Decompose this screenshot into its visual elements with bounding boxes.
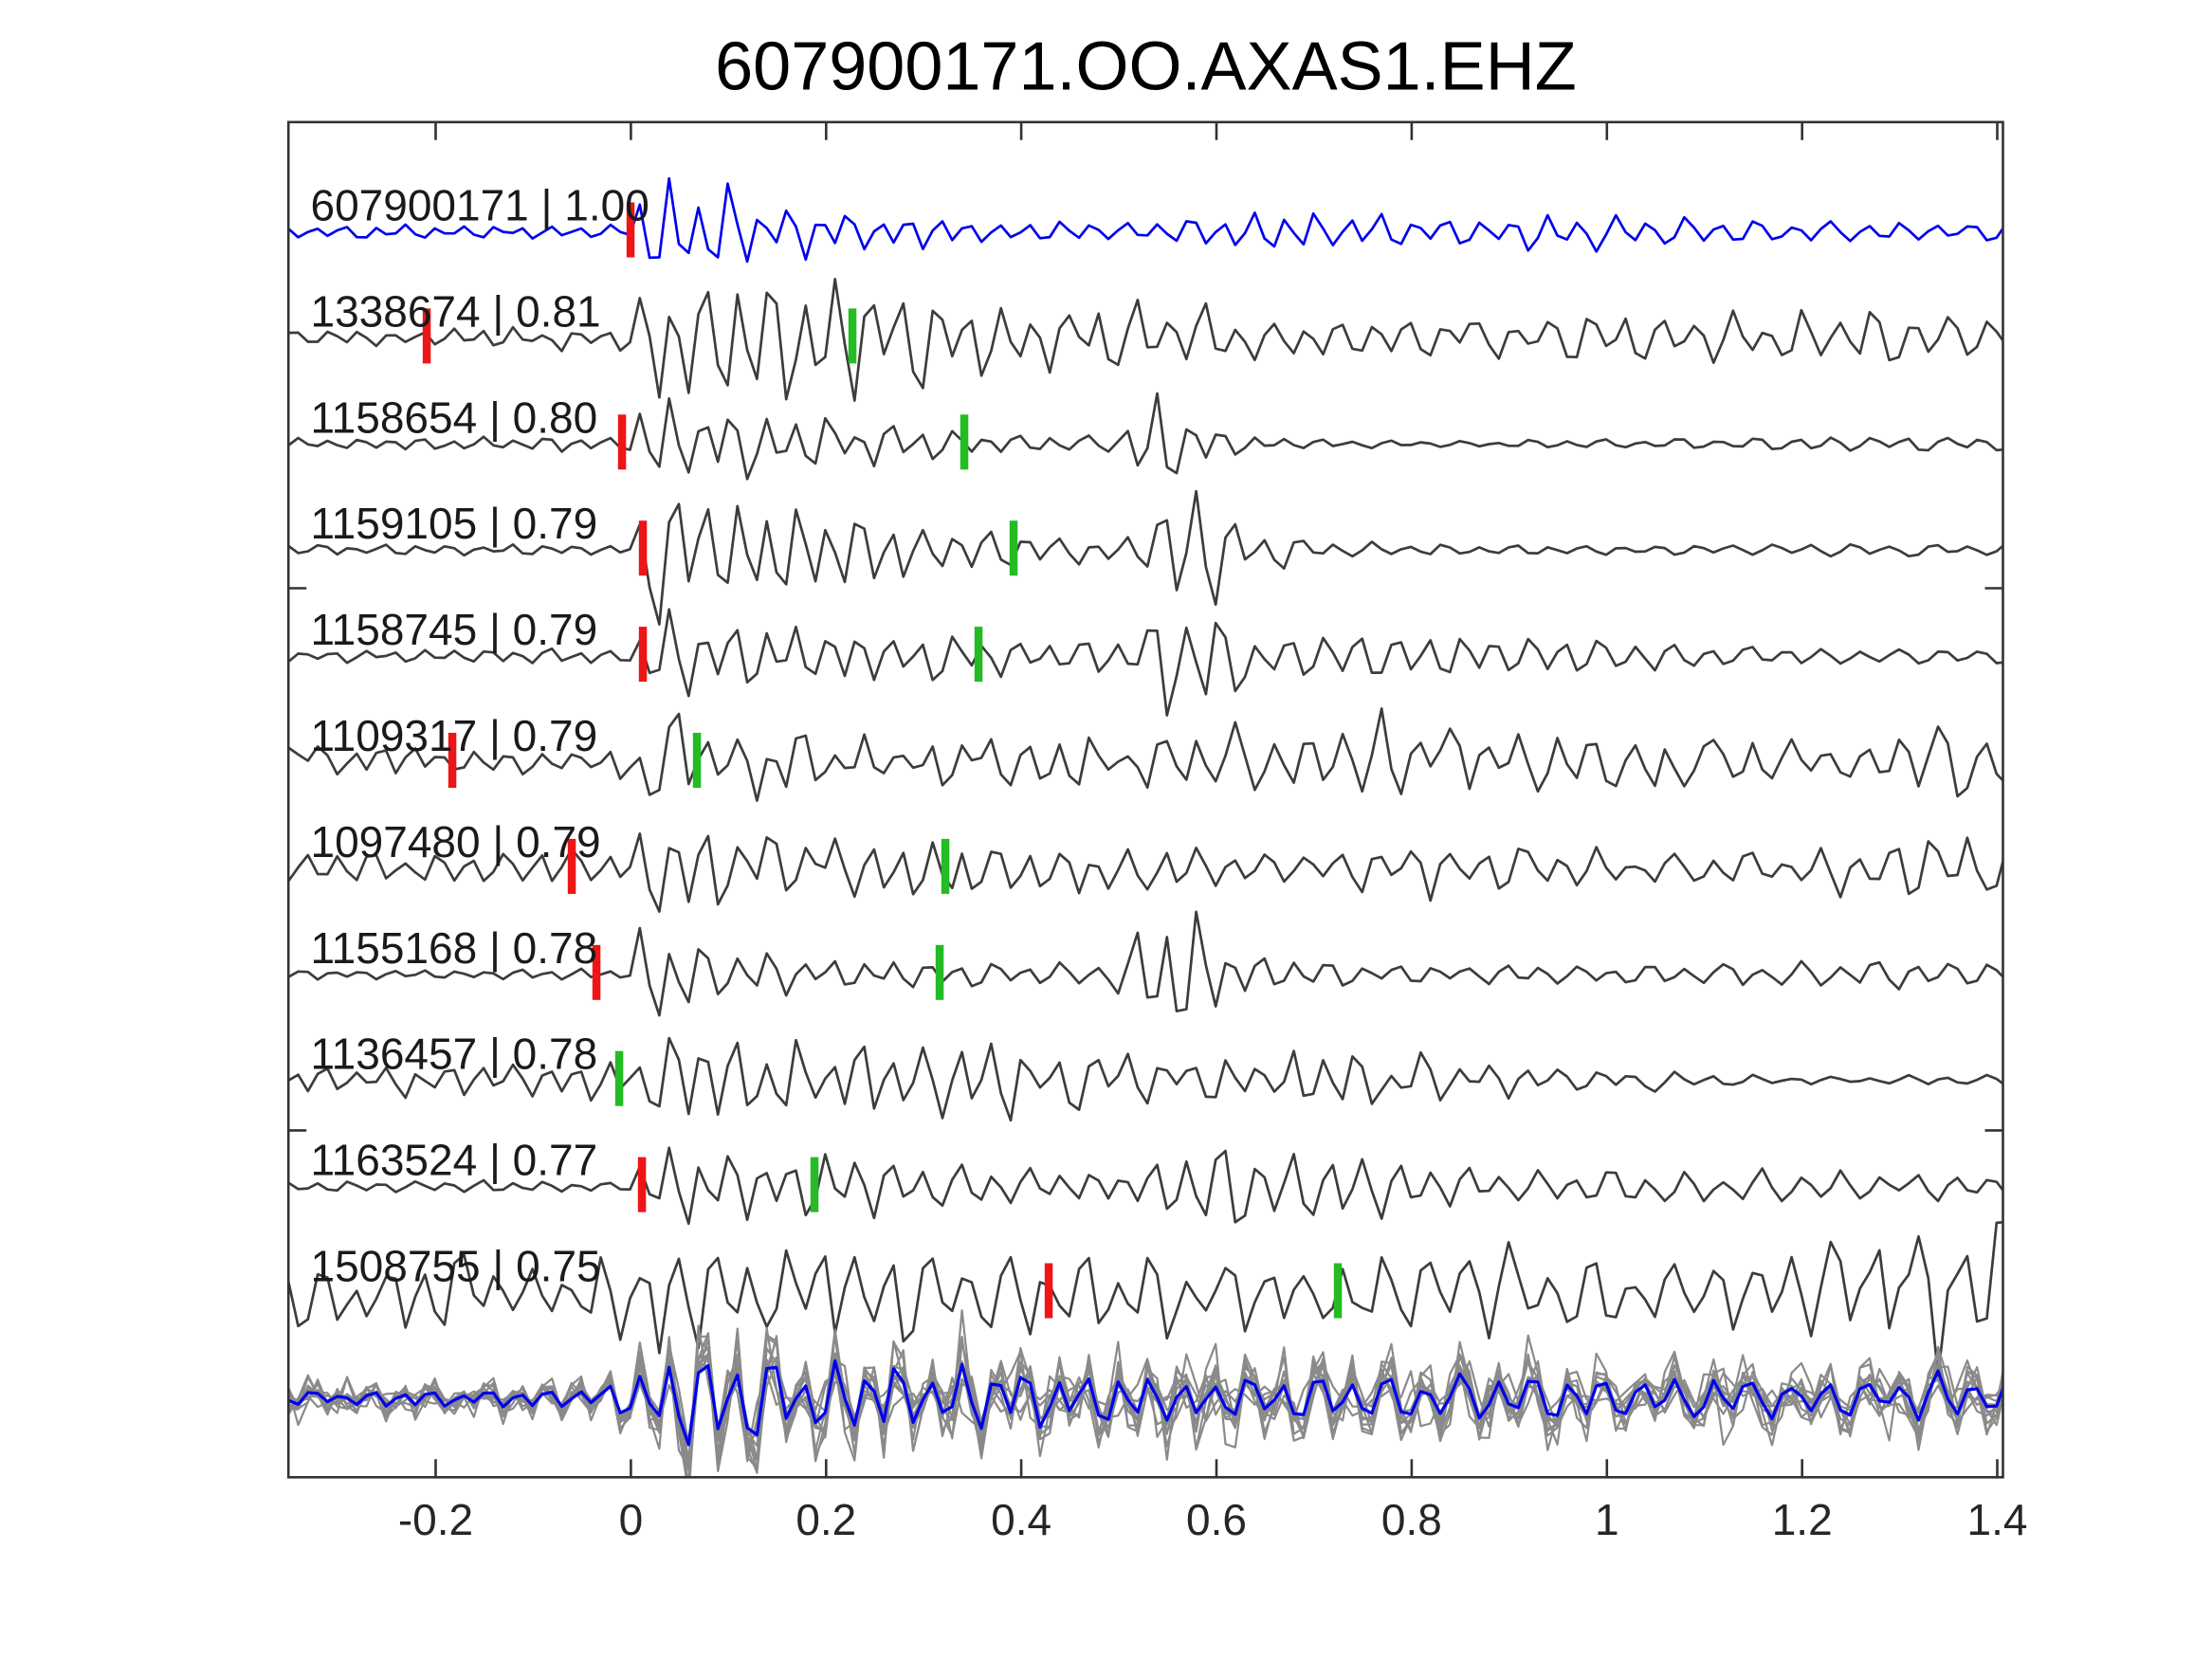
svg-text:0.8: 0.8 (1381, 1495, 1442, 1544)
svg-text:0.4: 0.4 (991, 1495, 1051, 1544)
svg-text:607900171 | 1.00: 607900171 | 1.00 (311, 181, 649, 230)
svg-text:0.6: 0.6 (1186, 1495, 1247, 1544)
svg-text:-0.2: -0.2 (398, 1495, 473, 1544)
svg-text:1158745 | 0.79: 1158745 | 0.79 (311, 605, 598, 654)
svg-text:1508755 | 0.75: 1508755 | 0.75 (311, 1242, 601, 1291)
svg-text:1097480 | 0.79: 1097480 | 0.79 (311, 817, 601, 866)
svg-text:1338674 | 0.81: 1338674 | 0.81 (311, 286, 601, 336)
svg-text:1109317 | 0.79: 1109317 | 0.79 (311, 711, 598, 760)
svg-text:1136457 | 0.78: 1136457 | 0.78 (311, 1030, 598, 1079)
svg-text:1163524 | 0.77: 1163524 | 0.77 (311, 1136, 598, 1185)
svg-text:1.4: 1.4 (1967, 1495, 2028, 1544)
svg-text:1158654 | 0.80: 1158654 | 0.80 (311, 392, 598, 442)
svg-text:0.2: 0.2 (795, 1495, 856, 1544)
svg-text:1.2: 1.2 (1772, 1495, 1833, 1544)
svg-text:1155168 | 0.78: 1155168 | 0.78 (311, 923, 598, 973)
svg-text:1159105 | 0.79: 1159105 | 0.79 (311, 499, 598, 548)
svg-text:607900171.OO.AXAS1.EHZ: 607900171.OO.AXAS1.EHZ (715, 29, 1577, 105)
svg-text:1: 1 (1595, 1495, 1619, 1544)
svg-text:0: 0 (619, 1495, 644, 1544)
